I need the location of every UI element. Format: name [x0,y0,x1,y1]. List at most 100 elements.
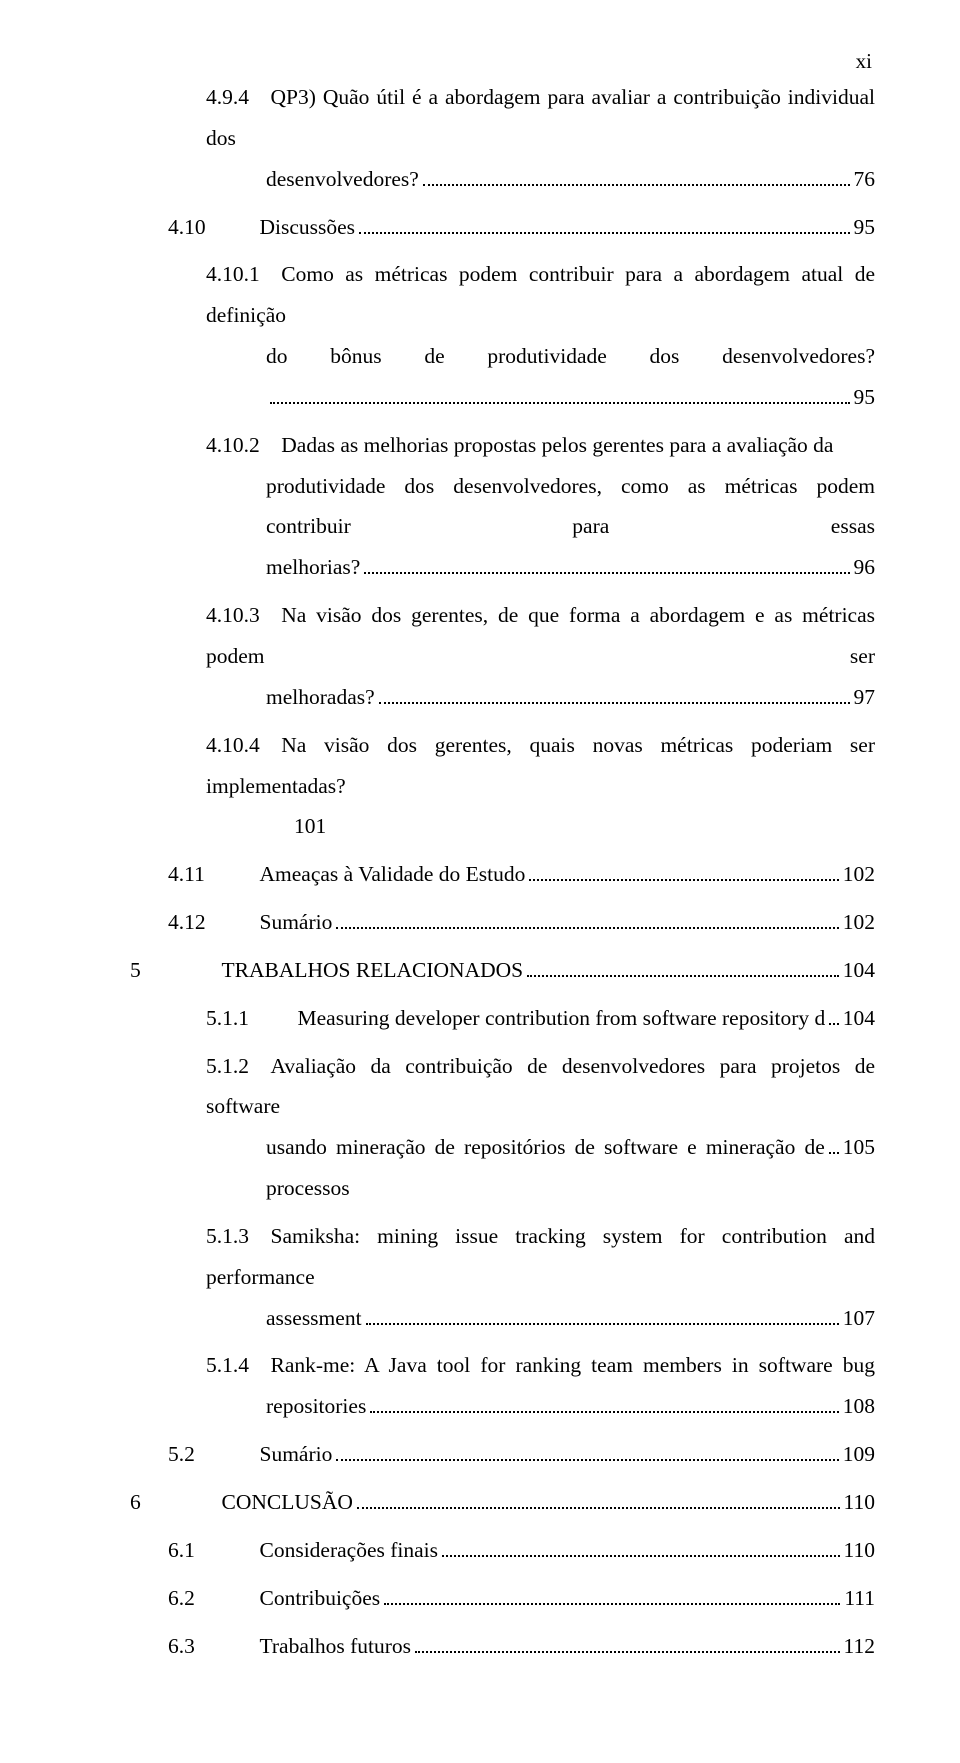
toc-leader [529,860,838,881]
toc-entry-title: Considerações finais [238,1530,438,1571]
toc-entry-text: 4.10.4 Na visão dos gerentes, quais nova… [206,725,875,807]
toc-entry-line: CONCLUSÃO 110 [200,1482,875,1523]
toc-entry-line: Trabalhos futuros 112 [238,1626,875,1667]
toc-leader [336,908,838,929]
toc-entry-text: 5.1.4 Rank-me: A Java tool for ranking t… [206,1345,875,1386]
toc-leader [442,1536,840,1557]
toc-entry-title: Sumário [238,1434,332,1475]
toc-entry-line: Measuring developer contribution from so… [276,998,875,1039]
page: xi 4.9.4 QP3) Quão útil é a abordagem pa… [0,0,960,1763]
toc-entry-lastline: melhoradas? 97 [206,677,875,718]
toc-entry: 4.10.3 Na visão dos gerentes, de que for… [130,595,875,718]
toc-entry-line: Discussões 95 [238,207,875,248]
toc-entry: 6.3 Trabalhos futuros 112 [130,1626,875,1667]
toc-entry-page: 104 [843,950,875,991]
toc-entry-page: 102 [843,902,875,943]
toc-entry-line: Ameaças à Validade do Estudo 102 [238,854,875,895]
toc-entry-lastline: assessment 107 [206,1298,875,1339]
toc-entry-text: 5.1.2 Avaliação da contribuição de desen… [206,1046,875,1128]
toc-entry-page: 110 [844,1530,875,1571]
toc-entry-text: produtividade dos desenvolvedores, como … [206,466,875,548]
toc-entry-lastline: melhorias? 96 [206,547,875,588]
toc-leader [270,383,850,404]
toc-entry-line: Sumário 109 [238,1434,875,1475]
toc-entry-title: repositories [266,1386,366,1427]
toc-entry: 5.1.2 Avaliação da contribuição de desen… [130,1046,875,1209]
toc-entry-number: 4.11 [168,854,238,895]
toc-leader [336,1440,838,1461]
toc-entry-number: 5.1.1 [206,998,276,1039]
toc-leader [364,553,849,574]
toc-entry: 4.10.1 Como as métricas podem contribuir… [130,254,875,417]
toc-entry-title: Trabalhos futuros [238,1626,411,1667]
toc-entry: 6 CONCLUSÃO 110 [130,1482,875,1523]
toc-entry-page: 112 [844,1626,875,1667]
toc-entry-title: Sumário [238,902,332,943]
toc-leader [829,1133,839,1154]
toc-entry: 5.1.3 Samiksha: mining issue tracking sy… [130,1216,875,1339]
toc-entry-title: melhoradas? [266,677,375,718]
toc-leader [384,1583,840,1604]
toc-entry-lastline: repositories 108 [206,1386,875,1427]
toc-entry: 5.1.1 Measuring developer contribution f… [130,998,875,1039]
toc-entry-title: Measuring developer contribution from so… [276,998,825,1039]
toc-entry-title: assessment [266,1298,362,1339]
toc-entry-page: 95 [854,207,876,248]
page-marker: xi [856,42,872,82]
toc-entry: 4.10.2 Dadas as melhorias propostas pelo… [130,425,875,588]
toc-entry-number: 6.3 [168,1626,238,1667]
toc-entry-page: 110 [844,1482,875,1523]
toc-entry-number: 4.12 [168,902,238,943]
toc-leader [357,1488,840,1509]
toc-entry-text: 4.9.4 QP3) Quão útil é a abordagem para … [206,77,875,159]
toc-entry: 4.11 Ameaças à Validade do Estudo 102 [130,854,875,895]
toc-entry: 6.2 Contribuições 111 [130,1578,875,1619]
toc-leader [359,212,849,233]
table-of-contents: 4.9.4 QP3) Quão útil é a abordagem para … [130,77,875,1666]
toc-leader [415,1631,840,1652]
toc-entry-title: Discussões [238,207,355,248]
toc-entry-title: desenvolvedores? [266,159,419,200]
toc-entry: 5.2 Sumário 109 [130,1434,875,1475]
toc-entry-number: 6 [130,1482,200,1523]
toc-entry-number: 5 [130,950,200,991]
toc-entry-page: 76 [854,159,876,200]
toc-entry-page: 102 [843,854,875,895]
toc-entry-page: 104 [843,998,875,1039]
toc-entry-lastline: desenvolvedores? 76 [206,159,875,200]
toc-entry-number: 6.2 [168,1578,238,1619]
toc-entry: 5 TRABALHOS RELACIONADOS 104 [130,950,875,991]
toc-leader [366,1303,839,1324]
toc-entry-page: 95 [854,377,876,418]
toc-entry: 4.9.4 QP3) Quão útil é a abordagem para … [130,77,875,200]
toc-entry-page: 111 [844,1578,875,1619]
toc-entry-page: 97 [854,677,876,718]
toc-entry-title: TRABALHOS RELACIONADOS [200,950,523,991]
toc-leader [829,1003,839,1024]
toc-entry-page: 96 [854,547,876,588]
toc-entry-number: 6.1 [168,1530,238,1571]
toc-leader [370,1392,838,1413]
toc-entry-line: Considerações finais 110 [238,1530,875,1571]
toc-entry-lastline: 101 [206,806,875,847]
toc-entry-text: 4.10.3 Na visão dos gerentes, de que for… [206,595,875,677]
toc-entry-title: 101 [294,806,326,847]
toc-entry-title: Contribuições [238,1578,380,1619]
toc-leader [423,164,850,185]
toc-entry-title: usando mineração de repositórios de soft… [266,1127,825,1209]
toc-entry-page: 109 [843,1434,875,1475]
toc-entry-page: 108 [843,1386,875,1427]
toc-entry-text: 4.10.2 Dadas as melhorias propostas pelo… [206,425,875,466]
toc-entry-line: Sumário 102 [238,902,875,943]
toc-entry-number: 5.2 [168,1434,238,1475]
toc-entry-title: melhorias? [266,547,360,588]
toc-entry-title: CONCLUSÃO [200,1482,353,1523]
toc-entry: 5.1.4 Rank-me: A Java tool for ranking t… [130,1345,875,1427]
toc-entry-title: Ameaças à Validade do Estudo [238,854,525,895]
toc-entry-lastline: 95 [206,377,875,418]
toc-leader [379,682,850,703]
toc-entry: 4.12 Sumário 102 [130,902,875,943]
toc-entry-line: TRABALHOS RELACIONADOS 104 [200,950,875,991]
toc-entry-text: 4.10.1 Como as métricas podem contribuir… [206,254,875,336]
toc-entry: 6.1 Considerações finais 110 [130,1530,875,1571]
